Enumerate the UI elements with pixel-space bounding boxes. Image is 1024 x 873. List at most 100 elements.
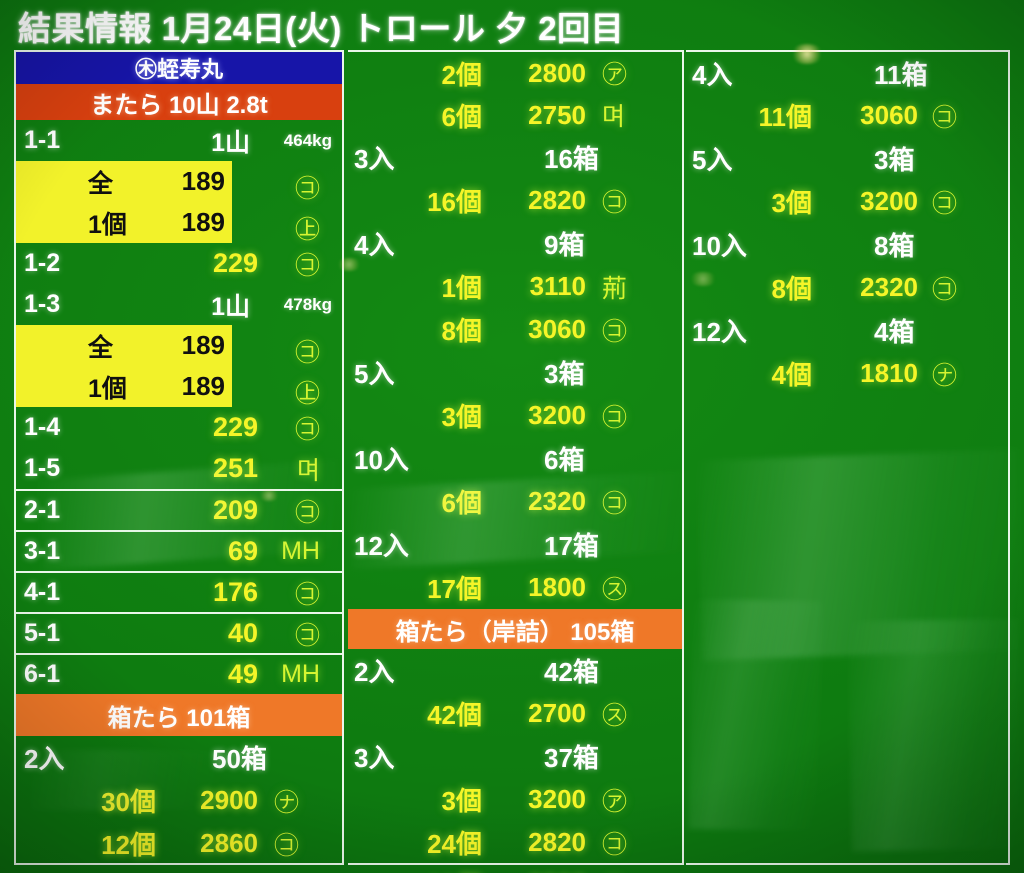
table-row: 1-2 229 ㋙ <box>16 243 342 284</box>
row-value: 176 <box>212 577 258 607</box>
lot-label: 3入 <box>354 743 395 773</box>
lot-section-header: 2入 50箱 <box>16 736 342 779</box>
lot-label: 12入 <box>354 531 409 561</box>
grade-mark-icon: ㋜ <box>602 701 628 730</box>
lot-label: 10入 <box>354 445 409 475</box>
lot-count: 3箱 <box>544 359 585 389</box>
table-row: 1-4 229 ㋙ <box>16 407 342 448</box>
lot-section-header: 2入 42箱 <box>348 649 682 692</box>
lot-count: 17箱 <box>544 531 599 561</box>
row-code: 4-1 <box>24 578 61 606</box>
vessel-header: ㊍蛭寿丸 <box>16 52 342 84</box>
grade-mark-icon: ㋙ <box>294 339 320 367</box>
detail-price: 2800 <box>528 57 586 88</box>
grade-mark-icon: 荊 <box>602 274 628 303</box>
lot-count: 11箱 <box>874 59 928 90</box>
detail-qty: 8個 <box>771 274 812 304</box>
detail-qty: 2個 <box>441 59 482 90</box>
highlight-value: 189 <box>181 330 225 360</box>
grade-mark-icon: ㋙ <box>294 251 320 280</box>
detail-qty: 42個 <box>427 700 482 730</box>
grade-mark-icon: ㋤ <box>274 788 300 817</box>
detail-price: 1800 <box>528 572 586 602</box>
highlight-label: 1個 <box>88 374 127 403</box>
box-band-label: 箱たら 101箱 <box>107 704 251 732</box>
table-row: 1-5 251 며 <box>16 448 342 489</box>
detail-price: 2320 <box>528 486 586 516</box>
grade-mark-icon: ㋙ <box>294 415 320 444</box>
detail-price: 2820 <box>528 827 586 857</box>
lot-label: 12入 <box>692 317 747 347</box>
detail-price: 2820 <box>528 185 586 215</box>
highlight-label: 1個 <box>88 210 127 239</box>
detail-row: 2個 2800 ㋐ <box>348 52 682 94</box>
lot-section-header: 12入 17箱 <box>348 523 682 566</box>
grade-mark-icon: ㋙ <box>602 403 628 432</box>
grade-mark-icon: ㋙ <box>274 831 300 860</box>
detail-price: 3200 <box>528 400 586 430</box>
lot-section-header: 3入 37箱 <box>348 735 682 778</box>
detail-row: 3個 3200 ㋐ <box>348 778 682 821</box>
detail-price: 2700 <box>528 698 586 728</box>
table-row: 6-1 49 MH <box>16 653 342 694</box>
lot-count: 42箱 <box>544 657 599 687</box>
lot-count: 50箱 <box>212 744 267 774</box>
row-code: 6-1 <box>24 660 61 688</box>
highlight-label: 全 <box>88 333 114 362</box>
lot-section-header: 10入 6箱 <box>348 437 682 480</box>
detail-qty: 1個 <box>441 273 482 303</box>
lot-count: 9箱 <box>544 230 585 260</box>
detail-row: 8個 2320 ㋙ <box>686 266 1008 309</box>
right-column: 4入 11箱 11個 3060 ㋙ 5入 3箱 3個 3200 ㋙ 10入 8箱… <box>686 50 1010 865</box>
lot-count: 8箱 <box>874 231 915 261</box>
lot-section-header: 4入 11箱 <box>686 52 1008 94</box>
detail-price: 3200 <box>860 186 918 216</box>
highlight-row: 全 189 <box>16 325 232 366</box>
highlight-row: 全 189 <box>16 161 232 202</box>
detail-row: 4個 1810 ㋤ <box>686 352 1008 395</box>
table-row: 1-1 1山 464kg <box>16 120 342 161</box>
detail-qty: 8個 <box>441 316 482 346</box>
detail-price: 2320 <box>860 272 918 302</box>
lot-section-header: 12入 4箱 <box>686 309 1008 352</box>
grade-mark-icon: ㋙ <box>294 498 320 527</box>
detail-row: 42個 2700 ㋜ <box>348 692 682 735</box>
lot-label: 2入 <box>24 744 65 774</box>
detail-price: 2860 <box>200 828 258 858</box>
row-code: 3-1 <box>24 537 61 565</box>
detail-qty: 3個 <box>771 188 812 218</box>
row-code: 2-1 <box>24 496 61 524</box>
grade-mark-icon: ㊤ <box>294 380 320 408</box>
row-code: 1-3 <box>24 290 61 318</box>
row-code: 5-1 <box>24 619 61 647</box>
catch-band: またら 10山 2.8t <box>16 84 342 120</box>
detail-qty: 4個 <box>771 360 812 390</box>
detail-price: 3060 <box>528 314 586 344</box>
detail-price: 3110 <box>529 271 586 301</box>
lot-count: 6箱 <box>544 445 585 475</box>
grade-mark-icon: ㋙ <box>602 188 628 217</box>
grade-mark-icon: MH <box>281 660 320 688</box>
detail-price: 2750 <box>528 99 586 130</box>
detail-row: 30個 2900 ㋤ <box>16 779 342 822</box>
row-value: 251 <box>212 453 258 483</box>
grade-mark-icon: ㋙ <box>932 275 958 304</box>
lot-section-header: 3入 16箱 <box>348 136 682 179</box>
table-row: 1-3 1山 478kg <box>16 284 342 325</box>
grade-mark-icon: ㋙ <box>602 830 628 859</box>
row-value: 209 <box>212 495 258 525</box>
detail-row: 10個 2800 ㋜ <box>348 864 682 873</box>
detail-qty: 10個 <box>386 867 482 873</box>
row-yama: 1山 <box>211 292 250 321</box>
lot-section-header: 5入 3箱 <box>348 351 682 394</box>
detail-qty: 3個 <box>441 402 482 432</box>
highlight-value: 189 <box>181 371 225 401</box>
detail-qty: 3個 <box>441 786 482 816</box>
row-code: 1-5 <box>24 454 61 482</box>
detail-price: 2900 <box>200 785 258 815</box>
highlight-value: 189 <box>181 166 225 196</box>
detail-price: 3200 <box>528 784 586 814</box>
highlight-block: 全 189 1個 189 ㋙ ㊤ <box>16 161 342 244</box>
lot-section-header: 5入 3箱 <box>686 137 1008 180</box>
